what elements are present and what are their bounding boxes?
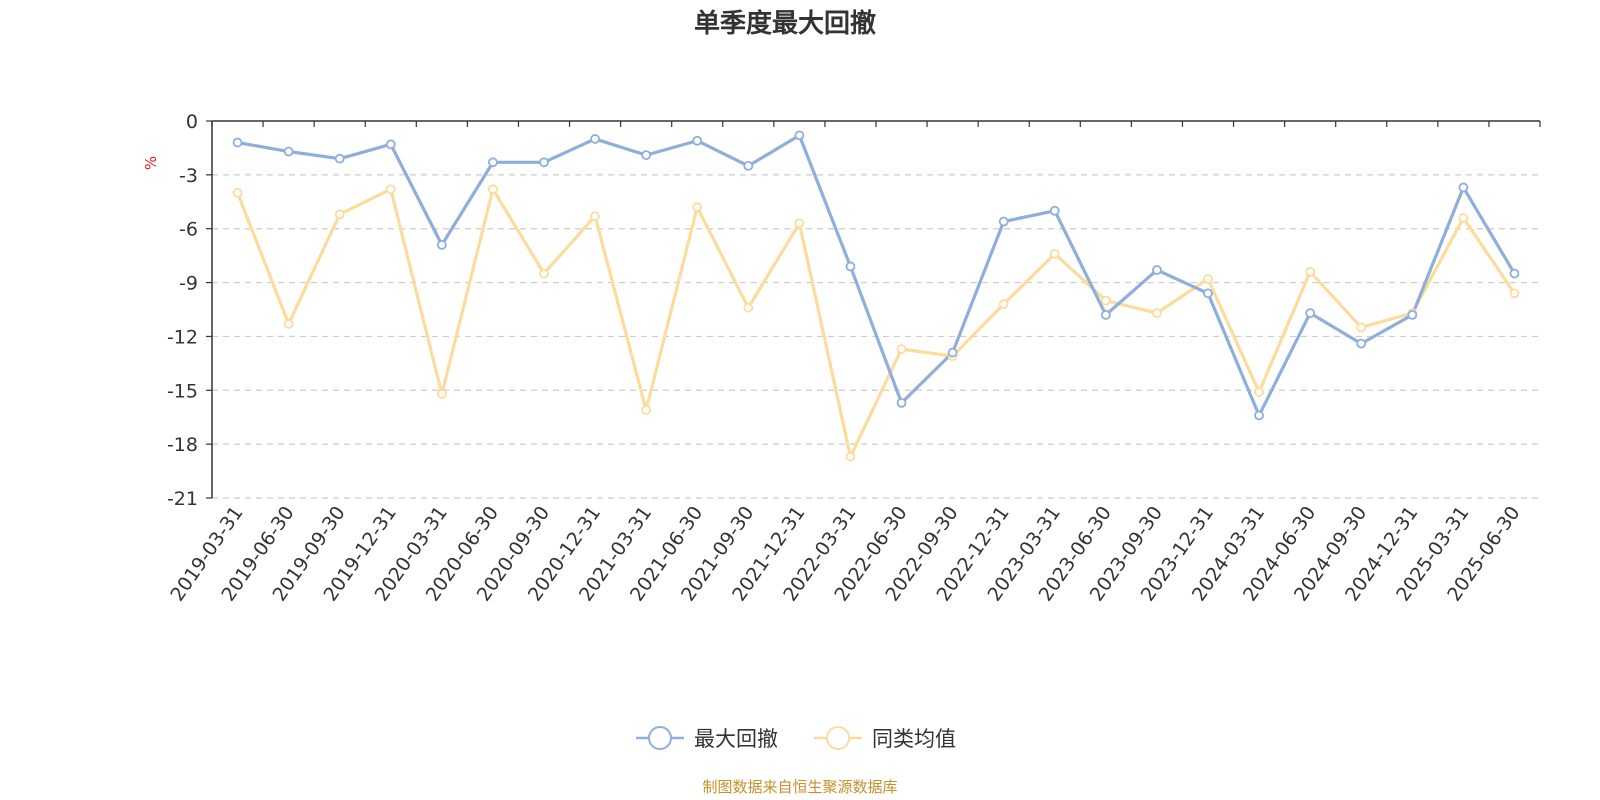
y-tick-label: -21	[167, 488, 198, 510]
data-point[interactable]	[334, 153, 345, 164]
data-point[interactable]	[743, 302, 754, 313]
data-point[interactable]	[998, 216, 1009, 227]
data-point[interactable]	[385, 139, 396, 150]
data-point[interactable]	[1305, 308, 1316, 318]
data-point[interactable]	[1100, 309, 1111, 320]
legend-item[interactable]: 同类均值	[814, 726, 956, 751]
data-point[interactable]	[1203, 288, 1213, 299]
y-tick-label: -9	[179, 273, 198, 295]
y-tick-label: -3	[179, 165, 198, 187]
legend[interactable]: 最大回撤 同类均值	[636, 726, 956, 751]
data-point[interactable]	[1458, 213, 1469, 223]
data-point[interactable]	[283, 318, 294, 329]
data-point[interactable]	[590, 134, 600, 144]
legend-label: 最大回撤	[694, 727, 778, 751]
data-point[interactable]	[1254, 387, 1264, 397]
data-point[interactable]	[488, 157, 498, 168]
data-point[interactable]	[1254, 410, 1264, 421]
data-point[interactable]	[436, 388, 447, 399]
data-point[interactable]	[998, 299, 1009, 310]
data-point[interactable]	[1100, 295, 1111, 306]
y-tick-label: 0	[186, 111, 198, 133]
data-point[interactable]	[385, 184, 396, 195]
data-point[interactable]	[283, 146, 294, 157]
data-point[interactable]	[692, 202, 703, 213]
data-point[interactable]	[896, 344, 907, 354]
data-point[interactable]	[896, 397, 907, 408]
data-point[interactable]	[641, 150, 652, 161]
x-tick-labels: 2019-03-312019-06-302019-09-302019-12-31…	[166, 502, 1524, 605]
data-point[interactable]	[1305, 266, 1316, 277]
legend-marker	[826, 726, 850, 750]
data-point[interactable]	[1203, 274, 1213, 284]
data-point[interactable]	[539, 157, 549, 168]
data-point[interactable]	[845, 451, 856, 462]
data-point[interactable]	[743, 160, 754, 171]
data-point[interactable]	[794, 130, 805, 141]
data-point[interactable]	[1458, 182, 1469, 193]
data-point[interactable]	[641, 405, 652, 415]
data-point[interactable]	[1049, 205, 1060, 216]
y-axis-unit: %	[142, 156, 160, 170]
chart-title: 单季度最大回撤	[694, 8, 876, 39]
data-point[interactable]	[1152, 308, 1162, 318]
legend-label: 同类均值	[872, 727, 956, 751]
series-group	[232, 130, 1520, 462]
data-point[interactable]	[1509, 268, 1520, 279]
data-point[interactable]	[539, 268, 549, 279]
data-point[interactable]	[488, 184, 498, 195]
data-point[interactable]	[334, 209, 345, 220]
legend-item[interactable]: 最大回撤	[636, 726, 778, 751]
data-source-note: 制图数据来自恒生聚源数据库	[702, 778, 897, 796]
data-point[interactable]	[1356, 338, 1367, 349]
data-point[interactable]	[794, 218, 805, 229]
y-tick-label: -18	[167, 434, 198, 456]
series-line	[236, 187, 1516, 459]
data-point[interactable]	[845, 261, 856, 272]
data-point[interactable]	[232, 137, 243, 148]
y-tick-label: -15	[167, 380, 198, 402]
axes	[206, 120, 1541, 499]
series-line	[237, 133, 1516, 418]
data-point[interactable]	[436, 239, 447, 250]
data-point[interactable]	[947, 347, 958, 358]
data-point[interactable]	[1356, 322, 1367, 333]
data-point[interactable]	[1407, 309, 1418, 320]
y-tick-label: -6	[179, 219, 198, 241]
y-tick-label: -12	[167, 326, 198, 348]
data-point[interactable]	[1152, 265, 1162, 275]
data-point[interactable]	[590, 211, 600, 222]
y-tick-labels: 0 -3 -6 -9 -12 -15 -18 -21	[167, 111, 198, 510]
legend-marker	[648, 726, 672, 750]
data-point[interactable]	[1509, 288, 1520, 299]
data-point[interactable]	[692, 135, 703, 146]
data-point[interactable]	[1049, 248, 1060, 259]
data-point[interactable]	[232, 187, 243, 198]
